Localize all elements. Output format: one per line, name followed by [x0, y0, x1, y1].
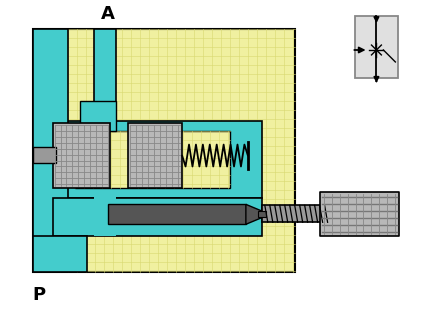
Bar [95, 29, 116, 134]
Bar [53, 198, 262, 236]
Polygon shape [246, 204, 270, 224]
Bar [32, 147, 56, 162]
Bar [258, 211, 266, 217]
Bar [319, 193, 399, 236]
Bar [108, 204, 246, 224]
Bar [32, 29, 68, 272]
Bar [53, 123, 110, 188]
Bar [262, 205, 330, 222]
Bar [32, 236, 87, 272]
Bar [95, 121, 116, 236]
Bar [128, 123, 182, 188]
Bar [76, 131, 230, 188]
Bar [32, 29, 295, 272]
Bar [354, 16, 398, 78]
Bar [53, 121, 262, 198]
Text: P: P [32, 286, 45, 304]
Text: A: A [100, 5, 114, 23]
Bar [81, 101, 116, 131]
